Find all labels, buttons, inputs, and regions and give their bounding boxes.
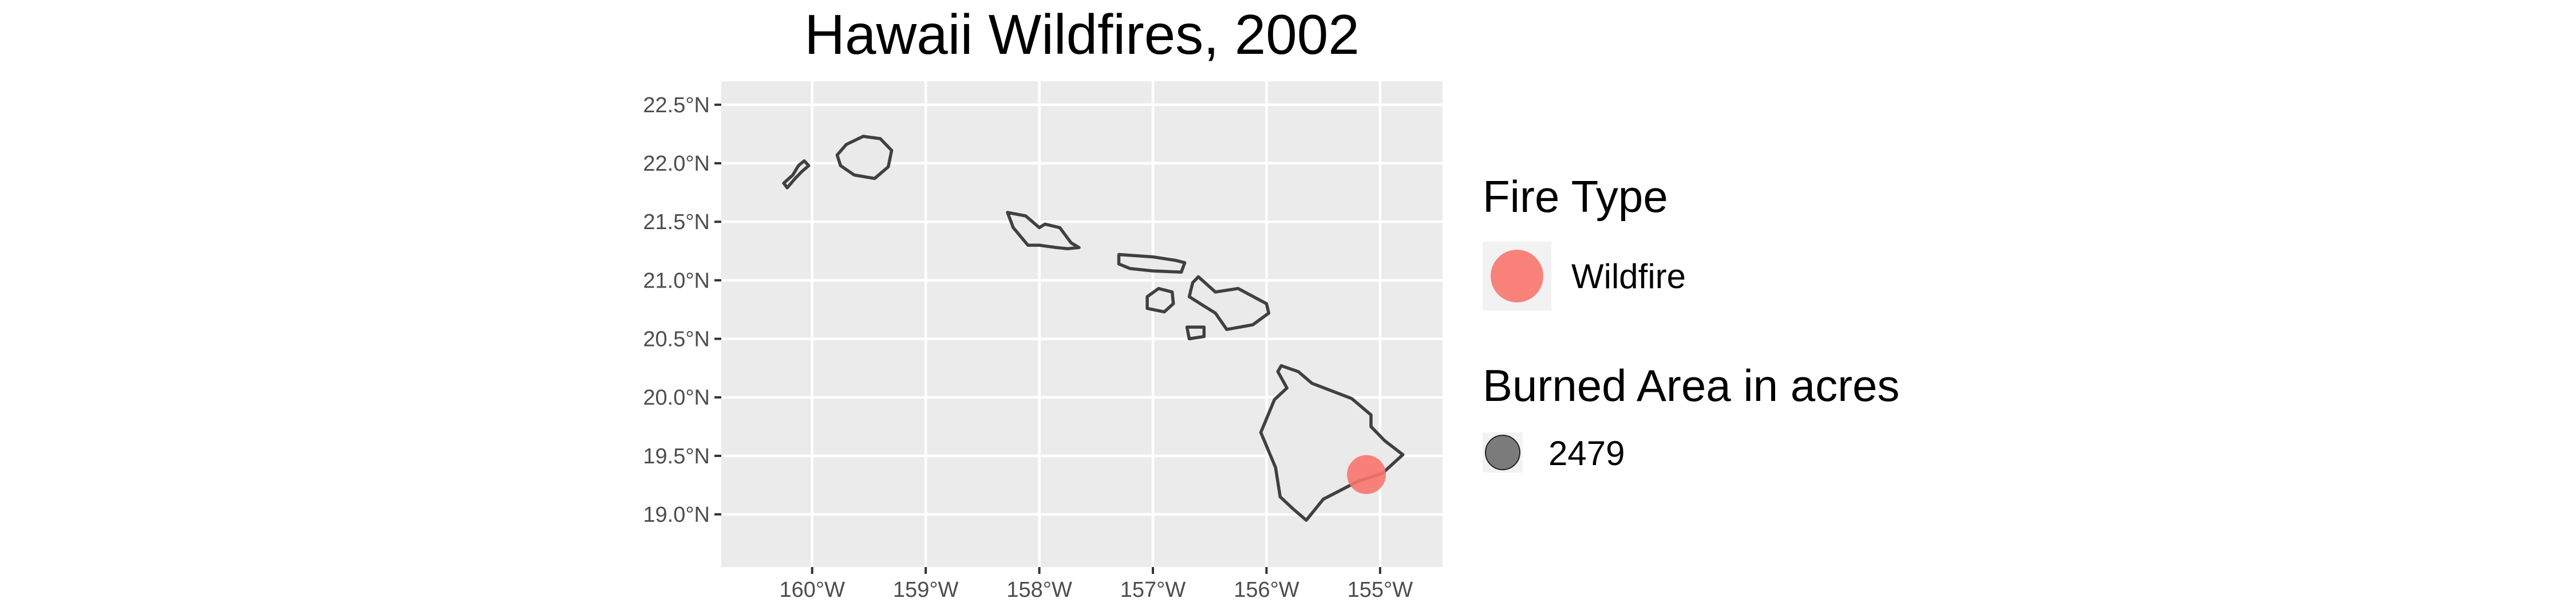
- y-tick-label: 21.0°N: [643, 269, 710, 293]
- x-tick-label: 155°W: [1348, 578, 1413, 602]
- data-points: [1347, 455, 1386, 494]
- y-tick-label: 20.0°N: [643, 386, 710, 410]
- x-tick-label: 157°W: [1120, 578, 1186, 602]
- y-tick-label: 22.0°N: [643, 152, 710, 176]
- molokai-outline: [1117, 253, 1187, 274]
- y-tick-label: 21.5°N: [643, 210, 710, 234]
- legend-size-swatch: [1485, 435, 1520, 470]
- kahoolawe-outline: [1185, 325, 1206, 341]
- x-tick-label: 156°W: [1234, 578, 1299, 602]
- big-island-outline: [1259, 364, 1405, 522]
- y-tick-label: 22.5°N: [643, 93, 710, 117]
- legend-size-label: 2479: [1548, 434, 1625, 473]
- legend-wildfire-label: Wildfire: [1571, 257, 1686, 296]
- oahu-outline: [1006, 211, 1081, 250]
- x-tick-label: 158°W: [1006, 578, 1072, 602]
- y-tick-label: 20.5°N: [643, 328, 710, 352]
- legend-burned-area-title: Burned Area in acres: [1483, 360, 1899, 411]
- maui-outline: [1187, 275, 1271, 331]
- y-tick-label: 19.5°N: [643, 444, 710, 469]
- chart-title: Hawaii Wildfires, 2002: [804, 3, 1360, 66]
- x-tick-label: 160°W: [780, 578, 846, 602]
- legend-wildfire-swatch: [1491, 250, 1543, 302]
- y-tick-label: 19.0°N: [643, 503, 710, 527]
- lanai-outline: [1145, 286, 1175, 314]
- island-outlines: [782, 135, 1405, 522]
- niihau-outline: [782, 159, 811, 190]
- legend: Fire Type Wildfire Burned Area in acres 247…: [1483, 171, 1899, 473]
- fire-point: [1347, 455, 1386, 494]
- legend-fire-type-title: Fire Type: [1483, 171, 1668, 222]
- axes: 160°W 159°W 158°W 157°W 156°W 155°W 19.0°N 19.5…: [643, 93, 1413, 602]
- kauai-outline: [835, 135, 894, 180]
- x-tick-label: 159°W: [893, 578, 959, 602]
